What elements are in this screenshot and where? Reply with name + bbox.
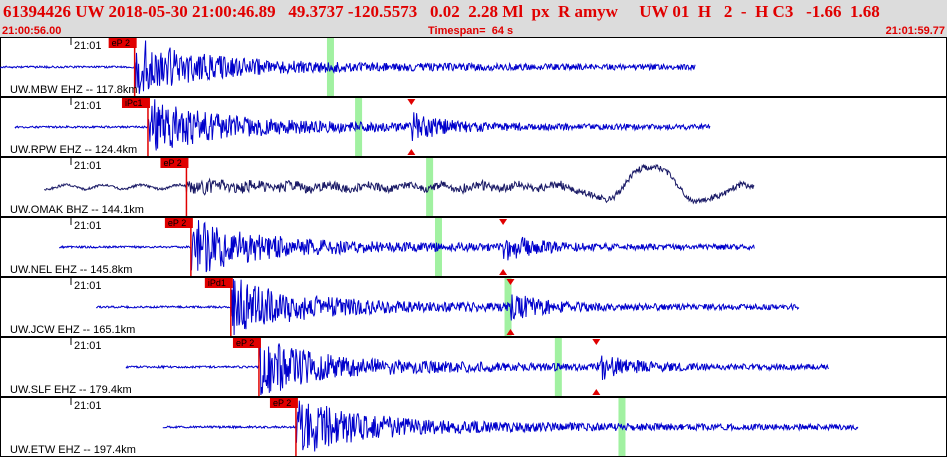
channel-label: UW.MBW EHZ -- 117.8km	[10, 84, 138, 96]
p-pick-label: eP 2	[236, 338, 254, 348]
p-pick-label: iPd1	[208, 278, 226, 288]
analysis-window	[504, 278, 512, 336]
p-pick-label: eP 2	[112, 38, 130, 48]
waveform-trace	[14, 99, 711, 151]
s-marker-top	[407, 99, 416, 105]
p-pick-label-box	[121, 98, 150, 108]
p-pick-label-box	[160, 158, 189, 168]
time-tick-label: 21:01	[74, 100, 102, 112]
s-marker-bottom	[499, 269, 508, 275]
time-tick-label: 21:01	[74, 220, 102, 232]
s-marker-bottom	[506, 329, 515, 335]
channel-panel: 21:01 eP 2 UW.ETW EHZ -- 197.4km	[0, 397, 947, 457]
channel-label: UW.NEL EHZ -- 145.8km	[10, 264, 132, 276]
p-pick-label-box	[204, 278, 233, 288]
s-marker-top	[499, 219, 508, 225]
p-pick-label: eP 2	[273, 398, 291, 408]
channel-label: UW.OMAK BHZ -- 144.1km	[10, 204, 144, 216]
p-pick-label-box	[269, 398, 298, 408]
waveform-trace	[96, 278, 800, 336]
channel-label: UW.RPW EHZ -- 124.4km	[10, 144, 137, 156]
seismogram-panels: 21:01 eP 2 UW.MBW EHZ -- 117.8km 21:01 iPc1 U…	[0, 37, 947, 457]
waveform-trace	[0, 40, 696, 94]
time-tick-label: 21:01	[74, 160, 102, 172]
timespan-label: Timespan=	[428, 25, 486, 37]
end-time: 21:01:59.77	[885, 25, 945, 37]
s-marker-bottom	[592, 389, 601, 395]
channel-label: UW.SLF EHZ -- 179.4km	[10, 384, 132, 396]
timespan: Timespan= 64 s	[428, 25, 513, 37]
time-tick-label: 21:01	[74, 400, 102, 412]
p-pick-label: eP 2	[163, 158, 181, 168]
waveform-trace	[44, 163, 755, 205]
channel-panel: 21:01 iPc1 UW.RPW EHZ -- 124.4km	[0, 97, 947, 157]
p-pick-label: eP 2	[168, 218, 186, 228]
waveform-trace	[58, 220, 755, 273]
p-pick-label-box	[232, 338, 261, 348]
p-pick-label-box	[164, 218, 193, 228]
s-marker-top	[506, 279, 515, 285]
channel-label: UW.ETW EHZ -- 197.4km	[10, 444, 136, 456]
channel-panel: 21:01 eP 2 UW.MBW EHZ -- 117.8km	[0, 37, 947, 97]
waveform-trace	[125, 338, 829, 396]
s-marker-top	[592, 339, 601, 345]
channel-panel: 21:01 eP 2 UW.NEL EHZ -- 145.8km	[0, 217, 947, 277]
start-time: 21:00:56.00	[2, 25, 62, 37]
analysis-window	[554, 338, 562, 396]
time-tick-label: 21:01	[74, 340, 102, 352]
channel-panel: 21:01 eP 2 UW.SLF EHZ -- 179.4km	[0, 337, 947, 397]
p-pick-label: iPc1	[125, 98, 143, 108]
event-title: 61394426 UW 2018-05-30 21:00:46.89 49.37…	[3, 2, 880, 21]
timespan-value: 64 s	[491, 25, 514, 37]
time-tick-label: 21:01	[74, 40, 102, 52]
p-pick-label-box	[108, 38, 137, 48]
s-marker-bottom	[407, 149, 416, 155]
channel-panel: 21:01 eP 2 UW.OMAK BHZ -- 144.1km	[0, 157, 947, 217]
waveform-trace	[162, 400, 859, 452]
event-header: 61394426 UW 2018-05-30 21:00:46.89 49.37…	[0, 0, 947, 37]
channel-label: UW.JCW EHZ -- 165.1km	[10, 324, 135, 336]
channel-panel: 21:01 iPd1 UW.JCW EHZ -- 165.1km	[0, 277, 947, 337]
time-tick-label: 21:01	[74, 280, 102, 292]
